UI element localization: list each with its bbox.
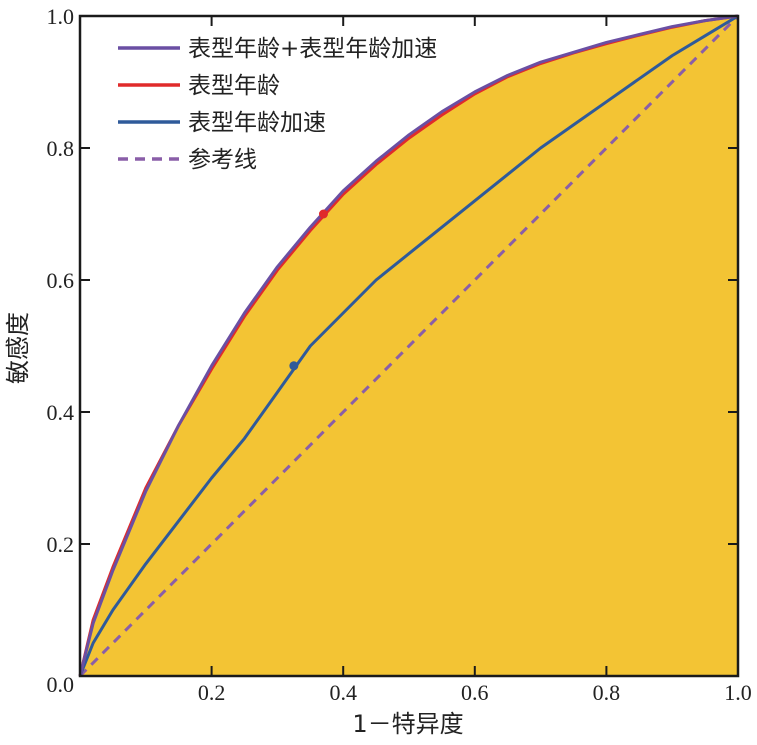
- cutoff-marker-0: [318, 209, 328, 219]
- y-tick-label-0: 0.0: [47, 672, 75, 697]
- series-line-0: [78, 14, 739, 677]
- x-tick-label-2: 0.6: [461, 680, 489, 705]
- x-tick-label-1: 0.4: [329, 680, 357, 705]
- legend-label-3: 参考线: [188, 147, 257, 173]
- legend-label-0: 表型年龄+表型年龄加速: [188, 36, 437, 62]
- y-axis-title: 敏感度: [4, 312, 32, 384]
- plot-frame: [78, 14, 740, 678]
- y-tick-label-3: 0.6: [47, 268, 75, 293]
- x-tick-label-4: 1.0: [724, 680, 752, 705]
- series-line-3: [78, 14, 740, 678]
- y-tick-label-2: 0.4: [47, 400, 75, 425]
- axis-ticks: 0.2 0.4 0.6 0.8 1.0 0.0 0.2 0.4 0.6 0.8 1.0: [47, 4, 752, 705]
- y-tick-label-1: 0.2: [47, 532, 75, 557]
- y-tick-label-5: 1.0: [47, 4, 75, 29]
- series-line-2: [78, 14, 739, 677]
- y-tick-label-4: 0.8: [47, 136, 75, 161]
- x-axis-title: 1－特异度: [352, 710, 463, 738]
- cutoff-marker-1: [289, 361, 299, 371]
- x-tick-label-3: 0.8: [593, 680, 621, 705]
- x-tick-label-0: 0.2: [198, 680, 226, 705]
- legend-label-2: 表型年龄加速: [188, 110, 326, 136]
- plot-area: [78, 14, 740, 678]
- legend-label-1: 表型年龄: [188, 73, 280, 99]
